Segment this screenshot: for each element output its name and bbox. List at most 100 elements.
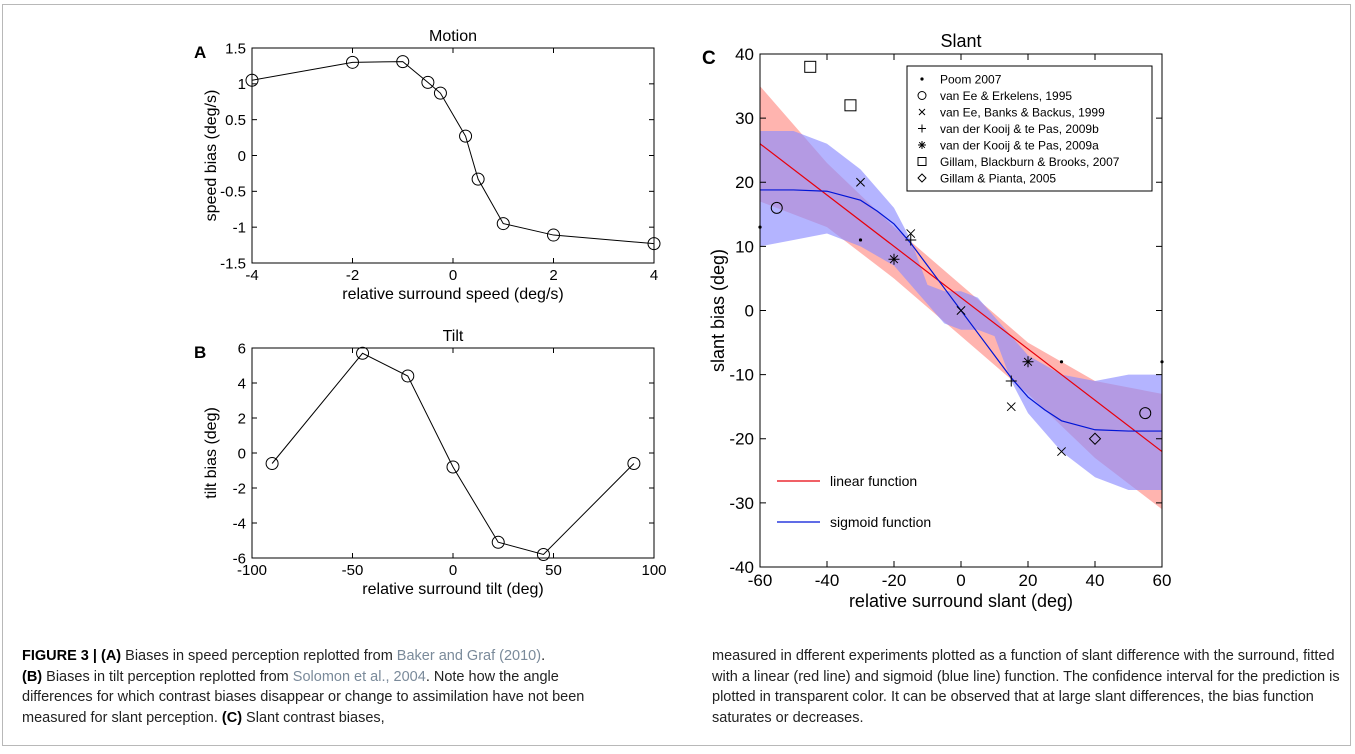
y-tick-label: -30 [729,494,754,513]
data-point-circle [245,73,259,87]
data-point-circle [627,457,641,470]
data-point-star [888,253,900,265]
data-point-dot [1059,360,1064,364]
y-tick-label: 0 [745,301,754,320]
y-tick-label: 0.5 [225,112,246,129]
data-point-circle [770,201,783,214]
data-point-square [804,60,817,73]
data-point-circle [265,457,279,470]
figure-frame [2,4,1351,746]
legend: Poom 2007 van Ee & Erkelens, 1995 van Ee, … [906,65,1153,192]
data-point-square [917,157,927,166]
x-tick-label: 20 [1019,571,1038,590]
chart-title: Tilt [443,328,464,345]
linear-fit-line [759,143,1163,453]
x-tick-label: -4 [245,267,258,284]
x-axis-label: relative surround speed (deg/s) [342,286,563,303]
citation-solomon[interactable]: Solomon et al., 2004 [292,668,426,685]
legend-entry: Gillam & Pianta, 2005 [940,172,1056,186]
x-tick-label: -40 [815,571,840,590]
citation-baker-graf[interactable]: Baker and Graf (2010) [396,648,542,664]
y-tick-label: -1.5 [220,255,246,272]
data-point-circle [346,55,359,69]
x-tick-label: 2 [549,267,557,284]
data-point-plus [905,234,917,246]
y-tick-label: -1 [233,219,246,236]
data-point-circle [396,55,410,69]
x-tick-label: 50 [545,562,562,579]
fit-legend-label: linear function [830,473,917,489]
caption-left: FIGURE 3 | (A) Biases in speed perceptio… [22,646,632,728]
data-point-circle [401,369,415,383]
figure-panels: -4 -2 0 2 4-1.5-1-0.500.511.5Motionrelative … [194,28,1171,611]
data-point-x [918,108,926,116]
data-point-circle [446,460,460,474]
x-tick-label: -50 [342,562,364,579]
data-point-circle [496,217,510,231]
data-point-x [856,177,865,187]
x-tick-label: 0 [449,267,457,284]
data-point-circle [471,172,485,186]
data-point-diamond [917,173,927,183]
y-tick-label: -4 [233,515,246,532]
x-tick-label: -20 [882,571,907,590]
y-tick-label: -2 [233,480,246,497]
x-tick-label: 0 [956,571,965,590]
caption-c-label: (C) [221,709,243,726]
panel-label-B: B [194,343,206,362]
data-point-circle [459,129,473,143]
data-point-circle [1139,407,1152,420]
y-tick-label: -0.5 [220,184,246,201]
y-tick-label: 40 [735,45,754,64]
y-tick-label: 30 [735,109,754,128]
fit-legend: linear function sigmoid function [777,473,931,530]
caption-a-text: Biases in speed perception replotted fro… [121,648,397,664]
caption-b-label: (B) [22,668,43,685]
caption-a-label: (A) [101,648,122,664]
legend-entry: van der Kooij & te Pas, 2009b [940,122,1099,136]
data-point-plus [1005,375,1017,387]
data-point-dot [920,77,924,81]
x-tick-label: 40 [1086,571,1105,590]
y-tick-label: 0 [238,445,246,462]
data-point-circle [536,548,550,561]
panel-label-C: C [702,48,716,69]
legend-entry: van Ee, Banks & Backus, 1999 [940,106,1105,120]
caption-c-text: Slant contrast biases, [242,709,385,726]
figure-label: FIGURE 3 | [22,648,101,664]
data-point-diamond [1088,432,1102,445]
y-tick-label: -20 [729,430,754,449]
y-tick-label: -6 [233,550,246,567]
caption-a-end: . [541,648,546,664]
panel-C: -60 -40 -20 0 20 40 60-40-30-20-10010203040Sla… [702,31,1171,611]
caption-right: measured in dfferent experiments plotted… [712,648,1340,726]
y-tick-label: 6 [238,340,246,357]
fit-legend-label: sigmoid function [830,514,931,530]
panel-B: -100 -50 0 50 100 -6 -4 -2 0 2 4 6 Tilt relative surr… [194,328,667,598]
x-tick-label: -60 [748,571,773,590]
y-axis-label: tilt bias (deg) [203,407,220,499]
y-tick-label: 4 [238,375,246,392]
legend-entry: Gillam, Blackburn & Brooks, 2007 [940,155,1120,169]
data-point-x [956,306,966,315]
x-tick-label: 100 [641,562,666,579]
y-tick-label: -10 [729,366,754,385]
x-tick-label: -2 [346,267,359,284]
data-point-circle [547,228,560,242]
data-point-circle [421,75,435,89]
plot-frame [251,47,655,264]
legend-entry: van Ee & Erkelens, 1995 [940,89,1072,103]
panel-label-A: A [194,43,206,62]
x-axis-label: relative surround tilt (deg) [362,581,543,598]
x-tick-label: 4 [650,267,658,284]
data-point-x [1057,447,1066,457]
panel-C-data [758,60,1164,510]
legend-box [906,65,1153,192]
y-axis-label: speed bias (deg/s) [203,90,220,222]
y-tick-label: 2 [238,410,246,427]
legend-entry: Poom 2007 [940,73,1002,87]
plot-frame [251,347,655,559]
y-tick-label: 20 [735,173,754,192]
data-point-star [1022,356,1034,368]
data-point-dot [858,238,863,242]
